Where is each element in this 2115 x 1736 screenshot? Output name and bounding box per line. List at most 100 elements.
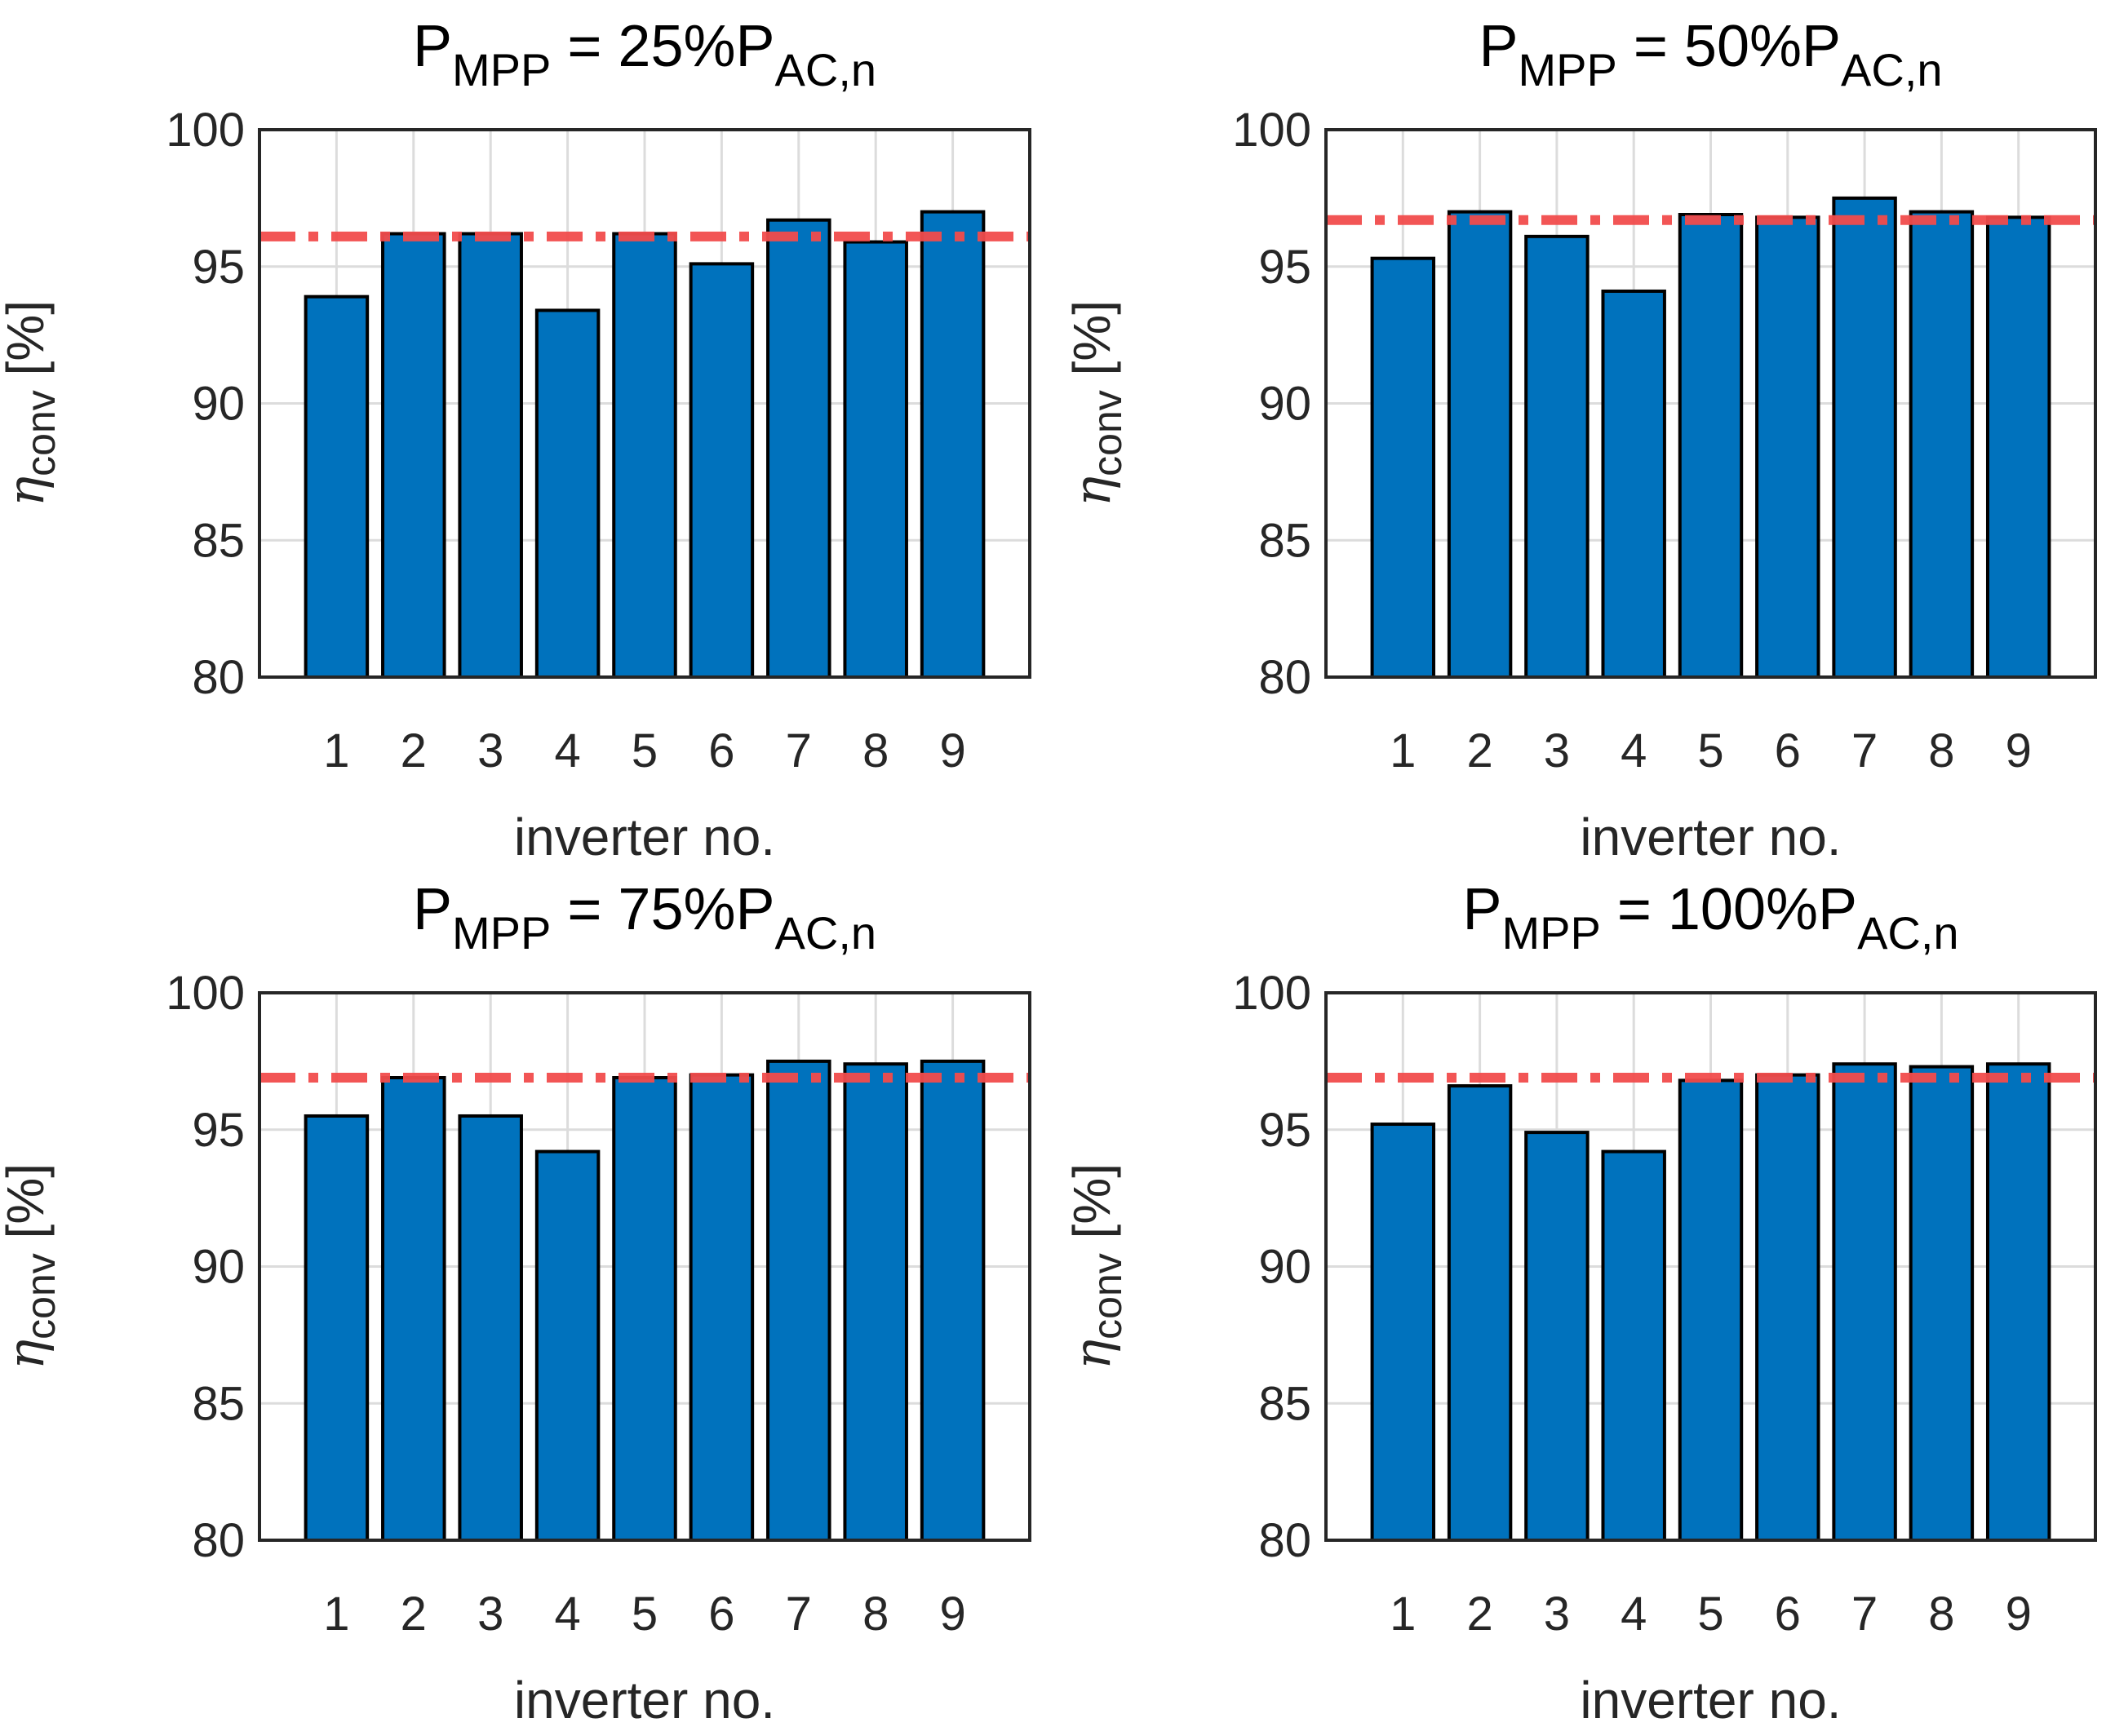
- title-main: P: [1462, 877, 1501, 942]
- y-tick-label: 80: [1258, 1514, 1311, 1567]
- y-label-symbol: η: [0, 1340, 55, 1370]
- x-tick-label: 8: [1928, 724, 1954, 777]
- title-subscript-2: AC,n: [775, 907, 877, 959]
- x-tick-label: 6: [1775, 724, 1801, 777]
- title-main: P: [413, 877, 452, 942]
- x-tick-label: 1: [323, 724, 349, 777]
- y-tick-label: 80: [1258, 651, 1311, 704]
- y-label-subscript: conv: [18, 1253, 64, 1340]
- x-tick-label: 5: [1697, 1588, 1723, 1641]
- title-main: P: [1479, 14, 1518, 79]
- y-tick-label: 100: [166, 104, 245, 157]
- title-subscript-2: AC,n: [1857, 907, 1959, 959]
- x-axis-label: inverter no.: [1580, 1671, 1841, 1729]
- bar-inverter-9: [1985, 1062, 2051, 1542]
- bar-inverter-7: [1832, 196, 1897, 679]
- x-tick-label: 3: [1544, 724, 1570, 777]
- bar-inverter-4: [1601, 1149, 1666, 1542]
- y-label-unit: [%]: [1062, 300, 1121, 390]
- y-label-subscript: conv: [1084, 390, 1130, 476]
- chart-panel-3: 80 85 90 95 100 1 2 3 4 5 6 7 8 9 inverter no. ηconv [%…: [0, 877, 1031, 1729]
- bar-inverter-3: [458, 232, 523, 679]
- title-main: P: [413, 14, 452, 79]
- x-tick-label: 3: [477, 724, 503, 777]
- x-tick-label: 1: [323, 1588, 349, 1641]
- y-tick-label: 80: [192, 1514, 245, 1567]
- x-axis-label: inverter no.: [514, 808, 775, 866]
- y-tick-label: 90: [192, 1241, 245, 1294]
- chart-title: PMPP = 75%PAC,n: [413, 877, 876, 959]
- bar-inverter-4: [534, 308, 601, 679]
- x-tick-label: 3: [477, 1588, 503, 1641]
- bar-inverter-7: [766, 218, 831, 679]
- x-tick-label: 9: [2006, 1588, 2032, 1641]
- bar-inverter-6: [689, 262, 755, 679]
- axes-box: [1324, 128, 2097, 679]
- bar-inverter-2: [381, 232, 446, 679]
- bar-inverter-6: [689, 1073, 755, 1542]
- bar-inverter-5: [612, 232, 677, 679]
- bar-inverter-7: [766, 1059, 831, 1542]
- title-middle: = 100%P: [1601, 877, 1857, 942]
- title-middle: = 75%P: [551, 877, 774, 942]
- x-tick-label: 4: [554, 1588, 580, 1641]
- y-tick-label: 80: [192, 651, 245, 704]
- y-tick-label: 100: [1232, 104, 1311, 157]
- bar-inverter-1: [1370, 256, 1436, 679]
- bar-inverter-5: [1678, 1078, 1744, 1542]
- chart-panel-4: 80 85 90 95 100 1 2 3 4 5 6 7 8 9 inverter no. ηconv [%…: [1062, 877, 2097, 1729]
- y-tick-label: 85: [1258, 514, 1311, 567]
- x-tick-label: 9: [2006, 724, 2032, 777]
- bar-inverter-1: [304, 294, 370, 679]
- y-axis-label: ηconv [%]: [1062, 300, 1130, 507]
- axes-box: [258, 128, 1031, 679]
- title-subscript-1: MPP: [1501, 907, 1600, 959]
- chart-panel-2: 80 85 90 95 100 1 2 3 4 5 6 7 8 9 inverter no. ηconv [%…: [1062, 14, 2097, 866]
- x-tick-label: 1: [1390, 1588, 1416, 1641]
- y-tick-label: 85: [192, 514, 245, 567]
- y-label-unit: [%]: [0, 1163, 55, 1253]
- x-tick-label: 9: [939, 724, 965, 777]
- y-label-symbol: η: [0, 476, 55, 507]
- x-tick-label: 4: [554, 724, 580, 777]
- bar-inverter-3: [458, 1114, 523, 1542]
- x-tick-label: 2: [401, 1588, 427, 1641]
- title-subscript-1: MPP: [452, 907, 551, 959]
- y-axis-label: ηconv [%]: [0, 300, 64, 507]
- y-axis-label: ηconv [%]: [0, 1163, 64, 1370]
- x-tick-label: 3: [1544, 1588, 1570, 1641]
- y-label-symbol: η: [1062, 476, 1122, 507]
- y-tick-label: 100: [1232, 967, 1311, 1020]
- y-tick-label: 100: [166, 967, 245, 1020]
- chart-title: PMPP = 50%PAC,n: [1479, 14, 1942, 95]
- y-label-unit: [%]: [1062, 1163, 1121, 1253]
- bar-inverter-2: [1447, 210, 1513, 679]
- x-tick-label: 7: [1851, 1588, 1878, 1641]
- y-tick-label: 95: [192, 1104, 245, 1157]
- x-tick-label: 5: [632, 1588, 658, 1641]
- bar-inverter-9: [1985, 215, 2051, 679]
- x-tick-label: 5: [1697, 724, 1723, 777]
- y-tick-label: 95: [1258, 241, 1311, 294]
- bar-inverter-4: [534, 1149, 601, 1542]
- y-axis-label: ηconv [%]: [1062, 1163, 1130, 1370]
- x-tick-label: 4: [1621, 724, 1647, 777]
- title-subscript-1: MPP: [1518, 44, 1616, 95]
- y-tick-label: 95: [1258, 1104, 1311, 1157]
- chart-title: PMPP = 100%PAC,n: [1462, 877, 1958, 959]
- y-label-unit: [%]: [0, 300, 55, 390]
- x-tick-label: 2: [1466, 724, 1492, 777]
- x-tick-label: 6: [708, 724, 734, 777]
- x-tick-label: 2: [401, 724, 427, 777]
- bar-inverter-3: [1524, 1131, 1590, 1542]
- x-tick-label: 1: [1390, 724, 1416, 777]
- x-tick-label: 6: [1775, 1588, 1801, 1641]
- x-axis-label: inverter no.: [1580, 808, 1841, 866]
- bar-inverter-1: [304, 1114, 370, 1542]
- chart-panel-1: 80 85 90 95 100 1 2 3 4 5 6 7 8 9 inverter no. ηconv [%…: [0, 14, 1031, 866]
- x-tick-label: 9: [939, 1588, 965, 1641]
- y-tick-label: 90: [192, 378, 245, 431]
- bar-inverter-4: [1601, 289, 1666, 679]
- y-tick-label: 90: [1258, 378, 1311, 431]
